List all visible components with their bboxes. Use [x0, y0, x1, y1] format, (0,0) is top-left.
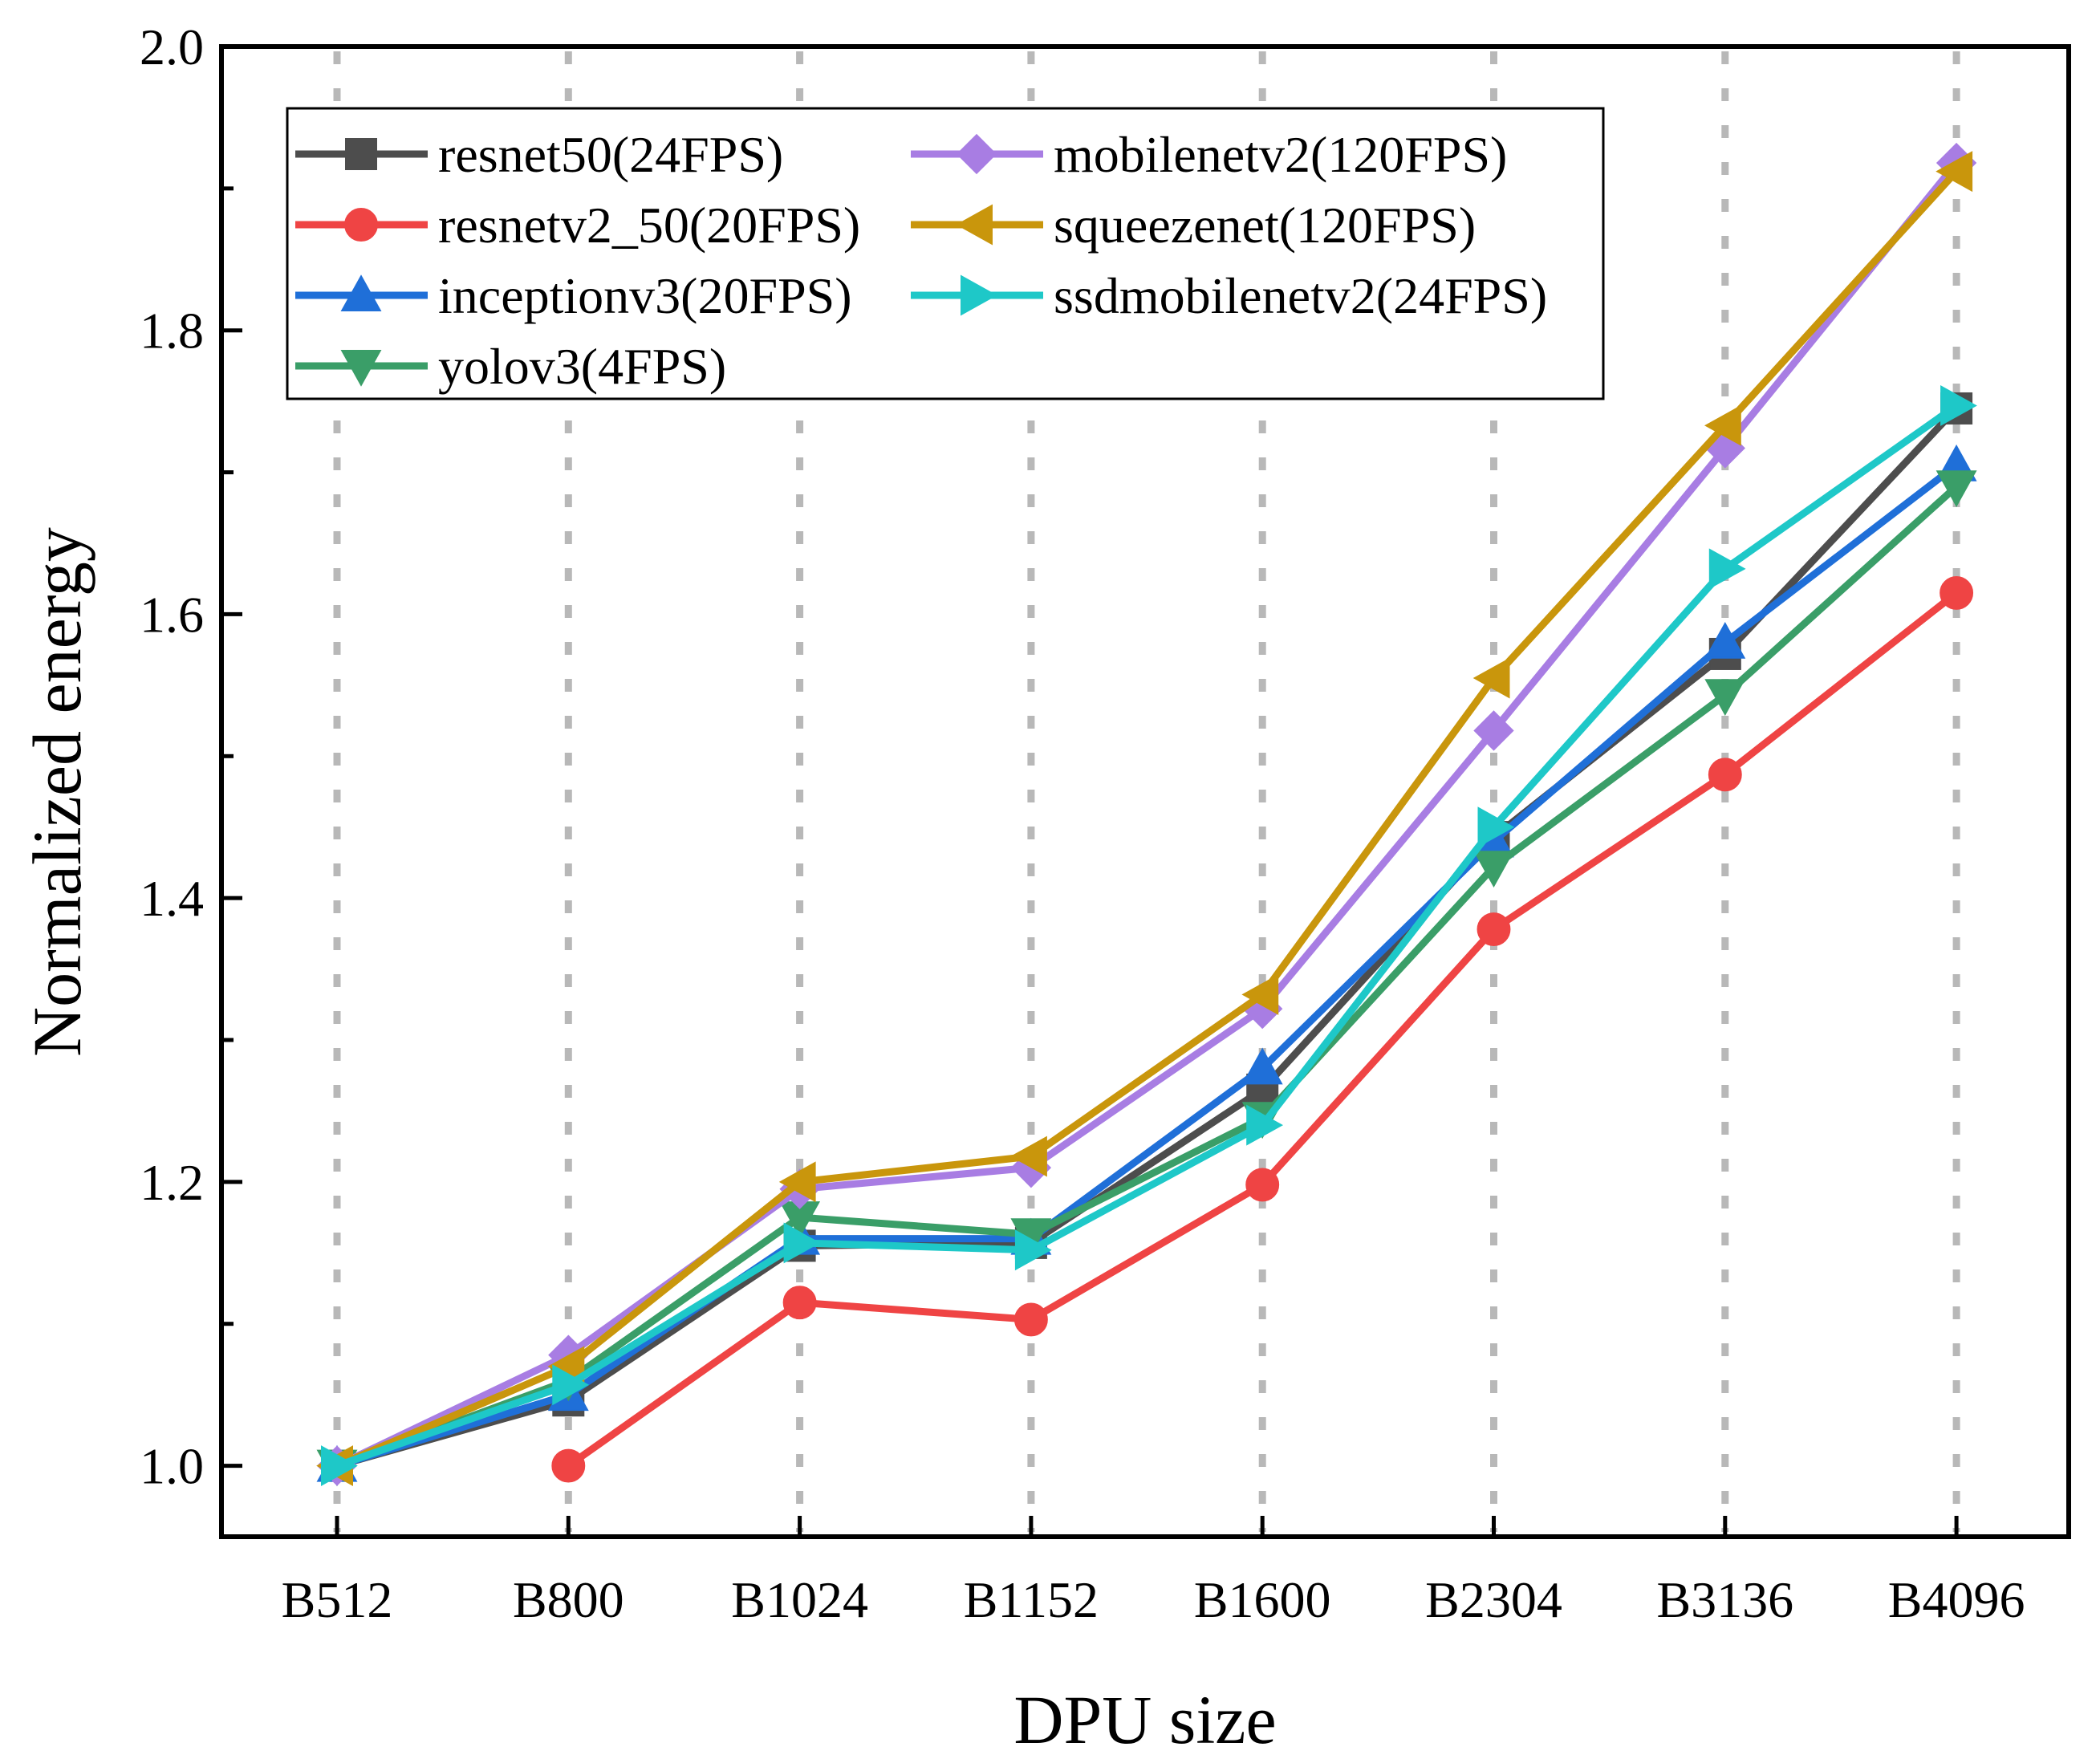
data-point: [1704, 679, 1746, 717]
legend-marker: [961, 274, 997, 316]
data-point: [1704, 621, 1746, 659]
legend-marker: [340, 350, 382, 387]
series-layer: [316, 142, 1977, 1487]
x-tick-label: B1152: [964, 1571, 1099, 1628]
y-tick-label: 1.2: [140, 1154, 204, 1211]
data-point: [778, 1161, 816, 1203]
plot-frame: [219, 44, 2071, 1539]
data-point: [782, 1286, 817, 1320]
data-point: [1940, 575, 1974, 610]
data-point: [1708, 548, 1746, 590]
y-tick-label: 1.6: [140, 586, 204, 643]
x-tick-label: B1024: [731, 1571, 868, 1628]
data-point: [321, 1445, 358, 1487]
legend-marker: [345, 138, 377, 170]
data-point: [1940, 384, 1977, 426]
data-point: [1935, 470, 1977, 508]
x-tick-label: B2304: [1425, 1571, 1562, 1628]
legend-label: ssdmobilenetv2(24FPS): [1054, 267, 1547, 324]
series-resnetv2-50-20fps-: [551, 575, 1974, 1483]
legend-item: yolov3(4FPS): [295, 338, 726, 395]
series-line: [335, 169, 1960, 1469]
x-tick-label: B512: [282, 1571, 393, 1628]
series-line: [335, 483, 1960, 1469]
data-point: [1241, 973, 1279, 1015]
legend-label: inceptionv3(20FPS): [438, 267, 852, 324]
data-point: [552, 1364, 590, 1406]
legend-marker: [340, 274, 382, 311]
x-tick-label: B800: [513, 1571, 624, 1628]
series-ssdmobilenetv2-24fps-: [321, 384, 1977, 1487]
legend-marker: [956, 133, 997, 175]
x-tick-label: B4096: [1888, 1571, 2025, 1628]
data-point: [1241, 1047, 1283, 1085]
data-point: [1477, 806, 1515, 848]
data-point: [551, 1448, 586, 1483]
legend-item: resnet50(24FPS): [295, 126, 783, 183]
legend-item: mobilenetv2(120FPS): [911, 126, 1507, 183]
x-tick-label: B1600: [1194, 1571, 1331, 1628]
y-tick-label: 2.0: [140, 18, 204, 75]
legend-marker: [956, 204, 993, 246]
legend-item: inceptionv3(20FPS): [295, 267, 852, 324]
series-line: [335, 462, 1959, 1469]
y-tick-label: 1.8: [140, 303, 204, 360]
data-point: [1476, 912, 1511, 947]
legend-marker: [344, 208, 378, 242]
legend-item: ssdmobilenetv2(24FPS): [911, 267, 1547, 324]
series-line: [335, 160, 1960, 1469]
data-point: [1473, 851, 1514, 888]
tick-layer: B512 B800 B1024 B1152 B1600 B2304 B3136 B4096 1.…: [140, 18, 2025, 1628]
data-point: [1473, 710, 1514, 751]
data-point: [1246, 1104, 1284, 1146]
y-axis-title: Normalized energy: [18, 527, 95, 1057]
x-axis-title: DPU size: [1013, 1681, 1276, 1758]
x-tick-label: B3136: [1656, 1571, 1793, 1628]
data-point: [1708, 758, 1742, 792]
legend-label: resnetv2_50(20FPS): [438, 197, 860, 254]
series-line: [335, 405, 1960, 1469]
grid-layer: [333, 51, 1960, 1532]
data-point: [783, 1222, 821, 1264]
data-point: [1704, 404, 1741, 446]
data-point: [1014, 1229, 1052, 1271]
data-point: [1472, 657, 1510, 699]
data-point: [1010, 1135, 1047, 1177]
y-tick-label: 1.4: [140, 870, 204, 927]
data-point: [1935, 151, 1973, 193]
legend-label: resnet50(24FPS): [438, 126, 783, 183]
series-line: [335, 402, 1959, 1469]
legend-label: squeezenet(120FPS): [1054, 197, 1476, 254]
data-point: [1013, 1302, 1048, 1337]
series-inceptionv3-20fps-: [316, 444, 1977, 1482]
legend: resnet50(24FPS) resnetv2_50(20FPS)incepti…: [286, 107, 1605, 400]
data-point: [1245, 1168, 1280, 1202]
legend-label: yolov3(4FPS): [438, 338, 726, 395]
legend-item: resnetv2_50(20FPS): [295, 197, 860, 254]
legend-item: squeezenet(120FPS): [911, 197, 1476, 254]
legend-label: mobilenetv2(120FPS): [1054, 126, 1507, 183]
y-tick-label: 1.0: [140, 1438, 204, 1495]
